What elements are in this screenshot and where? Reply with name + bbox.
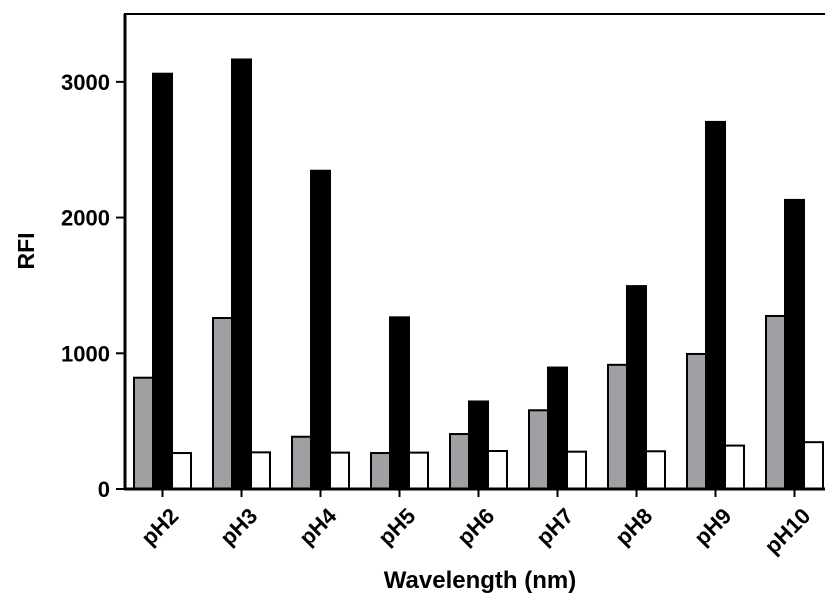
y-tick-label: 3000 <box>61 70 110 95</box>
x-tick-label-pH5: pH5 <box>373 503 420 550</box>
bars-layer <box>133 58 824 491</box>
bar-pH4-series-3 <box>329 451 350 490</box>
bar-pH6-series-1 <box>449 433 470 490</box>
y-axis-label: RFI <box>13 232 39 269</box>
y-tick-label: 2000 <box>61 206 110 231</box>
x-tick-label-pH3: pH3 <box>215 503 262 550</box>
bar-pH3-series-2 <box>231 58 252 490</box>
x-tick-label-pH6: pH6 <box>452 503 499 550</box>
bar-pH2-series-1 <box>133 376 154 491</box>
y-ticks-layer: 0 1000 2000 3000 <box>61 70 125 502</box>
bar-pH7-series-1 <box>528 409 549 490</box>
bar-pH4-series-2 <box>310 169 331 490</box>
bar-pH5-series-1 <box>370 452 391 490</box>
bar-pH10-series-1 <box>765 314 786 491</box>
bar-pH2-series-2 <box>152 72 173 490</box>
bar-pH8-series-1 <box>607 363 628 491</box>
y-tick-label: 0 <box>98 477 110 502</box>
x-tick-label-pH4: pH4 <box>294 503 342 551</box>
x-ticks-layer: pH2 pH3 pH4 pH5 pH6 pH7 pH8 pH9 pH10 <box>136 489 815 559</box>
bar-pH8-series-3 <box>645 450 666 490</box>
bar-pH10-series-2 <box>784 198 805 491</box>
y-tick-label: 1000 <box>61 341 110 366</box>
bar-pH6-series-3 <box>487 450 508 490</box>
bar-pH6-series-2 <box>468 400 489 491</box>
bar-pH5-series-3 <box>408 451 429 490</box>
x-tick-label-pH2: pH2 <box>136 503 183 550</box>
bar-pH9-series-2 <box>705 120 726 491</box>
bar-pH3-series-3 <box>250 451 271 491</box>
x-tick-label-pH10: pH10 <box>760 503 816 559</box>
bar-pH7-series-2 <box>547 366 568 490</box>
x-tick-label-pH9: pH9 <box>689 503 736 550</box>
bar-pH7-series-3 <box>566 450 587 490</box>
bar-pH4-series-1 <box>291 435 312 490</box>
bar-pH9-series-3 <box>724 444 745 491</box>
bar-pH9-series-1 <box>686 352 707 491</box>
bar-pH2-series-3 <box>171 452 192 490</box>
bar-pH8-series-2 <box>626 285 647 490</box>
bar-pH5-series-2 <box>389 316 410 491</box>
bar-pH3-series-1 <box>212 317 233 490</box>
bar-pH10-series-3 <box>803 441 824 490</box>
x-tick-label-pH8: pH8 <box>610 503 657 550</box>
x-tick-label-pH7: pH7 <box>531 503 578 550</box>
x-axis-label: Wavelength (nm) <box>384 567 576 594</box>
